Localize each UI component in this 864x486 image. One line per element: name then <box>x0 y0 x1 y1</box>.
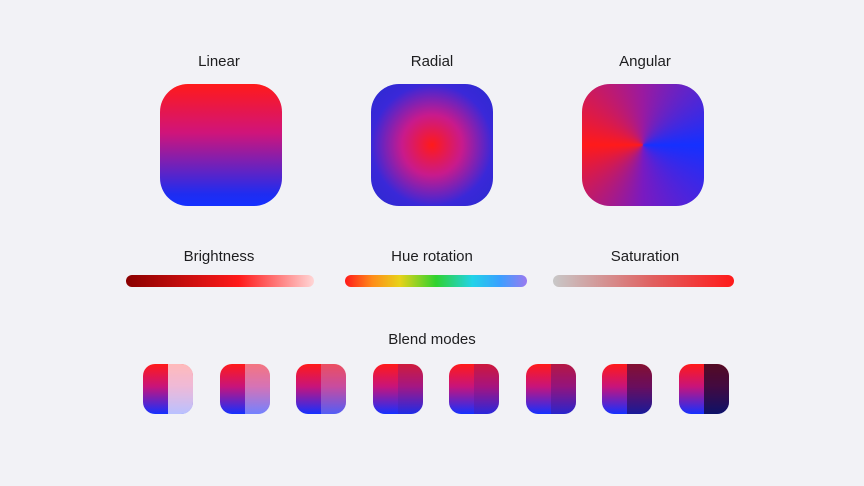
blend-overlay <box>627 364 652 414</box>
linear-gradient-swatch <box>160 84 282 206</box>
blend-mode-swatch <box>372 364 423 414</box>
saturation-bar <box>553 275 734 287</box>
angular-gradient-swatch <box>582 84 704 206</box>
blend-mode-swatch <box>143 364 193 414</box>
blend-overlay <box>321 364 346 414</box>
blend-mode-swatch <box>296 364 346 414</box>
blend-mode-swatch <box>219 364 270 414</box>
blend-overlay <box>168 364 193 414</box>
saturation-label: Saturation <box>610 248 680 265</box>
brightness-label: Brightness <box>183 248 255 265</box>
blend-overlay <box>244 364 270 414</box>
blend-mode-swatch <box>678 364 729 414</box>
blend-modes-label: Blend modes <box>388 331 476 348</box>
blend-overlay <box>703 364 729 414</box>
blend-mode-swatch <box>449 364 499 414</box>
blend-overlay <box>550 364 576 414</box>
blend-mode-swatch <box>602 364 652 414</box>
brightness-bar <box>126 275 314 287</box>
blend-mode-swatch <box>525 364 576 414</box>
hue-rotation-bar <box>345 275 527 287</box>
blend-overlay <box>474 364 499 414</box>
blend-overlay <box>397 364 423 414</box>
angular-label: Angular <box>619 53 671 70</box>
radial-gradient-swatch <box>371 84 493 206</box>
radial-label: Radial <box>410 53 454 70</box>
linear-label: Linear <box>198 53 240 70</box>
hue-rotation-label: Hue rotation <box>391 248 473 265</box>
